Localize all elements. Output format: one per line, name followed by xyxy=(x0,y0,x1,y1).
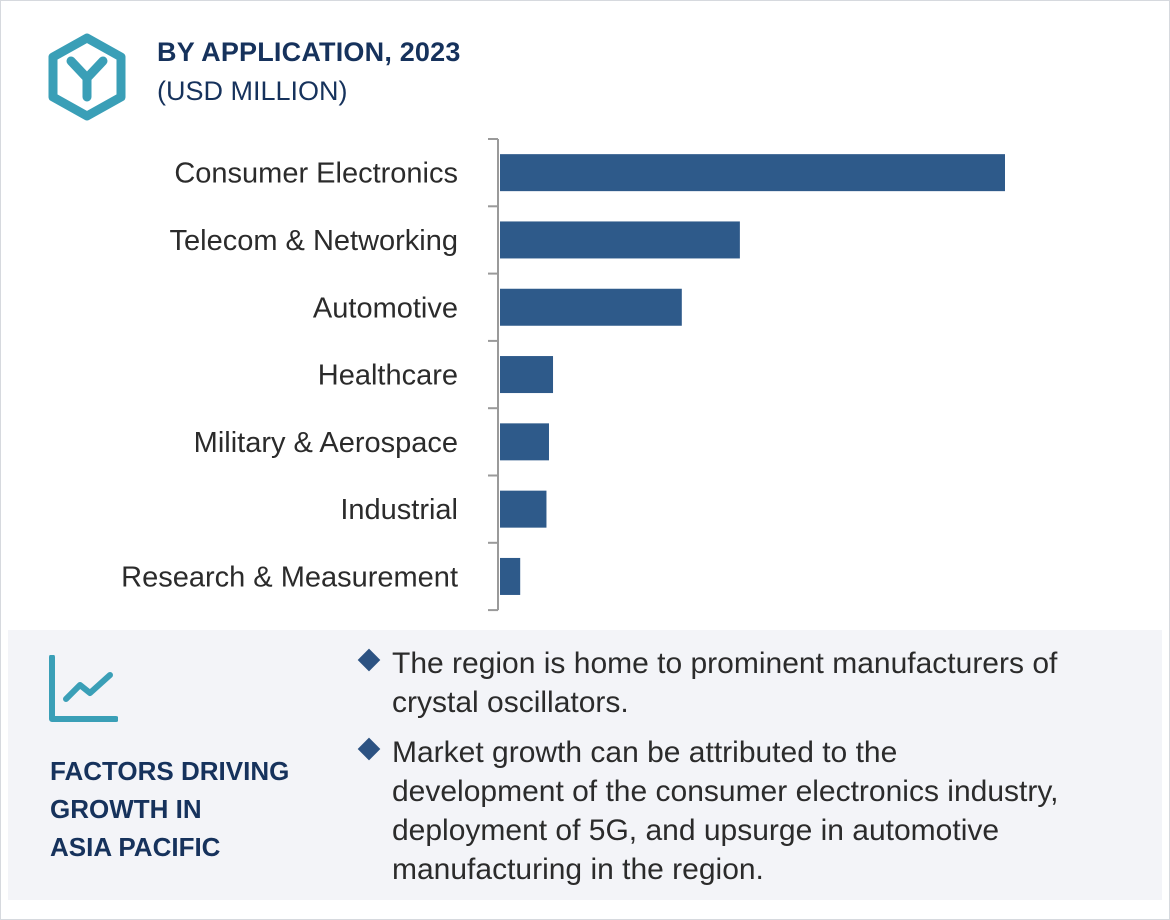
category-label: Telecom & Networking xyxy=(170,225,459,257)
bar-chart: Consumer Electronics Telecom & Networking… xyxy=(121,138,1005,612)
category-label: Research & Measurement xyxy=(121,561,458,593)
bullet-line: deployment of 5G, and upsurge in automot… xyxy=(392,814,1000,847)
category-label: Industrial xyxy=(340,494,458,526)
bullet-line: development of the consumer electronics … xyxy=(392,775,1059,808)
chart-title: BY APPLICATION, 2023 xyxy=(157,37,461,67)
diamond-bullet-icon xyxy=(357,648,381,672)
bullet-text: The region is home to prominent manufact… xyxy=(392,644,1140,722)
bullet-item: Market growth can be attributed to the d… xyxy=(357,733,1140,889)
factors-heading: FACTORS DRIVING GROWTH IN ASIA PACIFIC xyxy=(50,752,330,866)
bullet-line: The region is home to prominent manufact… xyxy=(392,647,1058,680)
bullet-line: crystal oscillators. xyxy=(392,686,629,719)
diamond-bullet-icon xyxy=(357,737,381,761)
bar xyxy=(500,490,547,528)
bullet-text: Market growth can be attributed to the d… xyxy=(392,733,1140,889)
bar xyxy=(500,288,682,326)
bullet-line: Market growth can be attributed to the xyxy=(392,736,898,769)
bullet-line: manufacturing in the region. xyxy=(392,853,764,886)
bar xyxy=(500,557,521,595)
factors-heading-line: ASIA PACIFIC xyxy=(50,832,221,862)
category-label: Automotive xyxy=(313,292,458,324)
category-label: Healthcare xyxy=(318,360,458,392)
bar xyxy=(500,154,1005,192)
bar xyxy=(500,423,549,461)
trend-chart-icon xyxy=(49,655,118,722)
chart-subtitle: (USD MILLION) xyxy=(157,76,348,106)
factors-heading-line: FACTORS DRIVING xyxy=(50,756,290,786)
category-label: Consumer Electronics xyxy=(174,158,458,190)
hexagon-y-logo-icon xyxy=(48,33,126,121)
category-label: Military & Aerospace xyxy=(194,427,458,459)
bar xyxy=(500,356,554,394)
factors-panel xyxy=(8,630,1162,900)
factors-heading-line: GROWTH IN xyxy=(50,794,202,824)
bullet-item: The region is home to prominent manufact… xyxy=(357,644,1140,722)
bar xyxy=(500,221,740,259)
